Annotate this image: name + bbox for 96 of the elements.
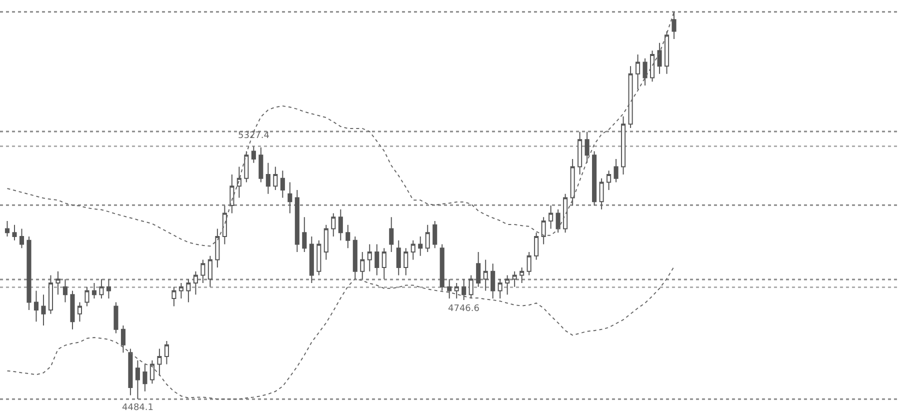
candlestick xyxy=(548,205,554,230)
candlestick xyxy=(19,228,24,249)
candlestick xyxy=(186,278,191,303)
candlestick xyxy=(331,212,336,237)
candlestick xyxy=(614,158,618,183)
candlestick xyxy=(520,266,524,284)
candlestick xyxy=(200,259,206,284)
candlestick xyxy=(404,248,408,276)
candlestick xyxy=(505,274,510,296)
candlestick xyxy=(41,294,46,326)
candlestick xyxy=(636,54,640,90)
candlestick xyxy=(120,325,126,354)
candlestick xyxy=(309,236,314,284)
candlestick xyxy=(534,232,539,260)
candlestick xyxy=(266,162,270,194)
candlestick xyxy=(142,364,148,392)
candlestick xyxy=(382,248,386,280)
candlestick xyxy=(621,116,626,176)
candlestick xyxy=(230,174,234,214)
candlestick xyxy=(338,208,343,241)
candlestick xyxy=(432,220,438,249)
candlestick xyxy=(12,224,17,241)
annotation: 4746.6 xyxy=(448,304,480,314)
candlestick xyxy=(316,240,322,276)
candlestick xyxy=(48,274,54,314)
candlestick xyxy=(650,50,655,82)
candlestick xyxy=(178,282,184,299)
candlestick xyxy=(236,166,242,198)
candlestick xyxy=(498,278,502,299)
candlestick xyxy=(628,66,633,129)
candlestick xyxy=(447,278,452,299)
candlestick xyxy=(150,360,154,384)
candlestick xyxy=(606,170,612,191)
candlestick xyxy=(208,255,212,288)
candlestick xyxy=(164,340,169,365)
candlestick xyxy=(425,224,430,252)
candlestick xyxy=(99,278,104,299)
candlestick xyxy=(157,348,162,376)
candlestick xyxy=(56,270,60,296)
annotation: 4484.1 xyxy=(122,403,154,411)
candlestick xyxy=(106,278,111,299)
candlestick xyxy=(599,178,604,210)
candlestick xyxy=(135,360,140,400)
candlestick xyxy=(584,131,590,164)
candlestick xyxy=(251,146,256,164)
candlestick xyxy=(280,170,285,198)
candlestick xyxy=(193,270,198,296)
candlestick xyxy=(483,259,488,292)
candlestick xyxy=(222,205,227,245)
candlestick xyxy=(454,282,459,299)
candlestick xyxy=(324,224,328,260)
candlestick xyxy=(578,131,582,176)
candlestick xyxy=(541,216,546,245)
candlestick xyxy=(462,278,466,300)
candlestick xyxy=(440,244,444,292)
candlestick xyxy=(84,286,90,307)
candlestick xyxy=(490,263,496,299)
candlestick xyxy=(512,270,517,288)
candlestick xyxy=(273,166,278,191)
candlestick xyxy=(360,251,365,280)
annotation: 5327.4 xyxy=(238,131,270,141)
candlestick xyxy=(418,236,423,256)
candlestick xyxy=(352,236,358,280)
candlestick xyxy=(672,11,676,40)
candlestick xyxy=(26,236,32,311)
candlestick xyxy=(570,158,575,206)
candlestick xyxy=(114,302,118,334)
candlestick xyxy=(664,30,670,74)
candlestick xyxy=(374,244,380,276)
candlestick xyxy=(468,274,474,299)
candlestick xyxy=(302,216,307,252)
candlestick xyxy=(172,286,176,307)
candlestick xyxy=(92,282,96,299)
candlestick xyxy=(288,182,292,214)
candlestick xyxy=(476,251,481,288)
candlestick xyxy=(77,302,82,322)
candlestick xyxy=(410,240,416,260)
candlestick xyxy=(563,193,568,234)
candlestick xyxy=(244,150,249,183)
candlestick xyxy=(258,146,264,183)
candlestick xyxy=(4,220,10,237)
candlestick xyxy=(389,216,394,252)
candlestick xyxy=(294,190,300,252)
candlestick xyxy=(346,224,350,249)
candlestick xyxy=(526,251,532,276)
candlestick xyxy=(657,42,662,74)
candlestick xyxy=(70,290,75,330)
candlestick xyxy=(128,348,133,396)
candlestick xyxy=(642,58,648,86)
candlestick xyxy=(396,240,401,276)
candlestick xyxy=(62,278,68,303)
candlestick xyxy=(592,150,597,206)
candlestick xyxy=(556,208,560,234)
candlestick xyxy=(367,244,372,272)
candlestick xyxy=(215,228,220,268)
candlestick xyxy=(34,290,39,322)
